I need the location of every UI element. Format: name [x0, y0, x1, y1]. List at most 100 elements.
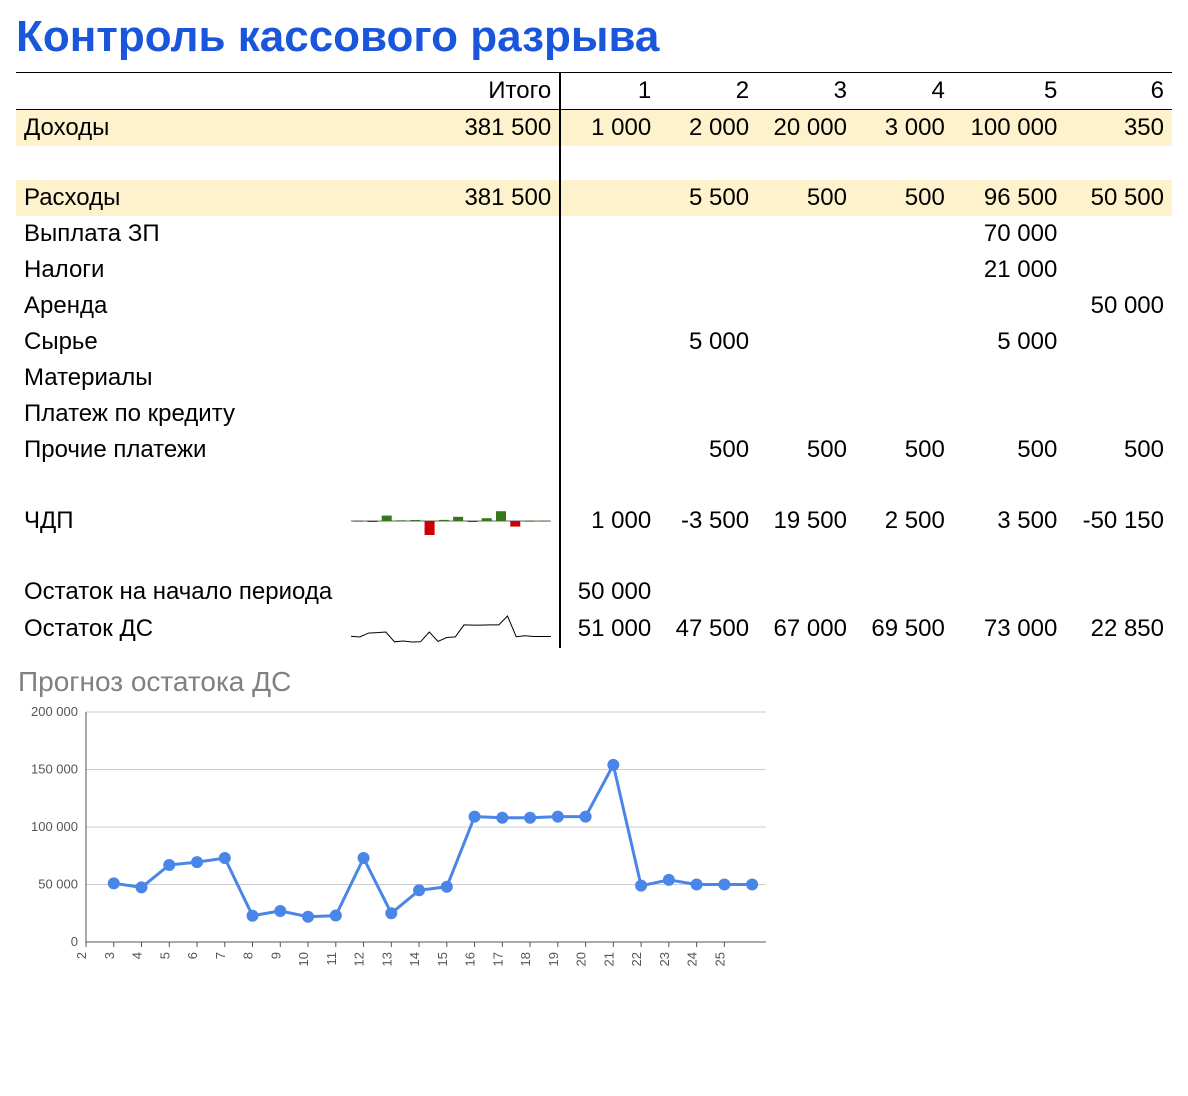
cell [855, 252, 953, 288]
svg-text:10: 10 [296, 952, 311, 966]
table-row: Расходы381 5005 50050050096 50050 500 [16, 180, 1172, 216]
svg-text:5: 5 [157, 952, 172, 959]
svg-text:19: 19 [546, 952, 561, 966]
cell [659, 574, 757, 610]
row-total [340, 216, 560, 252]
svg-text:3: 3 [102, 952, 117, 959]
cell [757, 216, 855, 252]
cell [560, 252, 659, 288]
row-label: Аренда [16, 288, 340, 324]
cell [757, 574, 855, 610]
cell: 500 [855, 180, 953, 216]
cell: 73 000 [953, 610, 1066, 648]
cell: 500 [953, 432, 1066, 468]
cell [855, 288, 953, 324]
cell [1065, 574, 1172, 610]
table-row [16, 146, 1172, 180]
cell [757, 360, 855, 396]
cell [855, 324, 953, 360]
cell [757, 324, 855, 360]
cell: 70 000 [953, 216, 1066, 252]
cell: 20 000 [757, 110, 855, 147]
header-day: 1 [560, 73, 659, 110]
cell: 5 000 [659, 324, 757, 360]
table-row [16, 540, 1172, 574]
header-label [16, 73, 340, 110]
svg-text:100 000: 100 000 [31, 819, 78, 834]
row-total [340, 252, 560, 288]
cell [855, 574, 953, 610]
table-row: Платеж по кредиту [16, 396, 1172, 432]
svg-text:25: 25 [712, 952, 727, 966]
page-title: Контроль кассового разрыва [16, 12, 1172, 62]
table-row: ЧДП1 000-3 50019 5002 5003 500-50 150 [16, 502, 1172, 540]
cell [855, 360, 953, 396]
cell: 100 000 [953, 110, 1066, 147]
cell [560, 360, 659, 396]
cell: 3 000 [855, 110, 953, 147]
cell: 500 [659, 432, 757, 468]
cell: 5 500 [659, 180, 757, 216]
row-label: Выплата ЗП [16, 216, 340, 252]
cell: 5 000 [953, 324, 1066, 360]
cell [560, 180, 659, 216]
svg-text:0: 0 [71, 934, 78, 949]
cell: 3 500 [953, 502, 1066, 540]
svg-text:8: 8 [241, 952, 256, 959]
cell [855, 396, 953, 432]
cell [953, 396, 1066, 432]
row-total [340, 324, 560, 360]
cell: 96 500 [953, 180, 1066, 216]
row-total [340, 396, 560, 432]
row-total [340, 574, 560, 610]
cell: 1 000 [560, 110, 659, 147]
svg-text:50 000: 50 000 [38, 877, 78, 892]
cell [659, 216, 757, 252]
cell [659, 252, 757, 288]
svg-text:20: 20 [574, 952, 589, 966]
table-row: Материалы [16, 360, 1172, 396]
table-row: Остаток на начало периода50 000 [16, 574, 1172, 610]
table-header-row: Итого 1 2 3 4 5 6 [16, 73, 1172, 110]
row-label: ЧДП [16, 502, 340, 540]
row-label: Остаток на начало периода [16, 574, 340, 610]
cell: 51 000 [560, 610, 659, 648]
row-total: 381 500 [340, 110, 560, 147]
header-total: Итого [340, 73, 560, 110]
row-label: Прочие платежи [16, 432, 340, 468]
row-total [340, 502, 560, 540]
cashflow-table: Итого 1 2 3 4 5 6 Доходы381 5001 0002 00… [16, 72, 1172, 648]
svg-text:6: 6 [185, 952, 200, 959]
svg-text:24: 24 [685, 952, 700, 966]
svg-text:21: 21 [601, 952, 616, 966]
cell: 22 850 [1065, 610, 1172, 648]
header-day: 4 [855, 73, 953, 110]
svg-text:2: 2 [74, 952, 89, 959]
table-row: Выплата ЗП 70 000 [16, 216, 1172, 252]
forecast-section: Прогноз остатока ДС 050 000100 000150 00… [16, 666, 1172, 982]
cell [1065, 324, 1172, 360]
table-row: Налоги 21 000 [16, 252, 1172, 288]
cell: 500 [1065, 432, 1172, 468]
svg-text:18: 18 [518, 952, 533, 966]
row-label: Платеж по кредиту [16, 396, 340, 432]
svg-text:17: 17 [490, 952, 505, 966]
cell [757, 288, 855, 324]
cell: 69 500 [855, 610, 953, 648]
table-row: Сырье5 0005 000 [16, 324, 1172, 360]
table-row: Доходы381 5001 0002 00020 0003 000100 00… [16, 110, 1172, 147]
row-label: Налоги [16, 252, 340, 288]
cell [659, 360, 757, 396]
svg-text:9: 9 [268, 952, 283, 959]
row-label: Остаток ДС [16, 610, 340, 648]
cell [1065, 252, 1172, 288]
svg-text:15: 15 [435, 952, 450, 966]
cell [560, 288, 659, 324]
cell [1065, 216, 1172, 252]
cell: -50 150 [1065, 502, 1172, 540]
cell: 21 000 [953, 252, 1066, 288]
header-day: 5 [953, 73, 1066, 110]
cell [953, 574, 1066, 610]
cell [855, 216, 953, 252]
cell [1065, 360, 1172, 396]
